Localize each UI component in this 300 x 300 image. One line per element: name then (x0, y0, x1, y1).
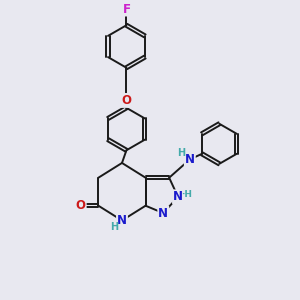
Text: O: O (76, 199, 86, 212)
Text: F: F (122, 2, 130, 16)
Text: O: O (122, 94, 131, 107)
Text: N: N (158, 207, 168, 220)
Text: N: N (185, 153, 195, 166)
Text: N: N (117, 214, 127, 227)
Text: ·H: ·H (182, 190, 192, 199)
Text: H: H (177, 148, 185, 158)
Text: H: H (110, 222, 118, 232)
Text: N: N (173, 190, 183, 203)
